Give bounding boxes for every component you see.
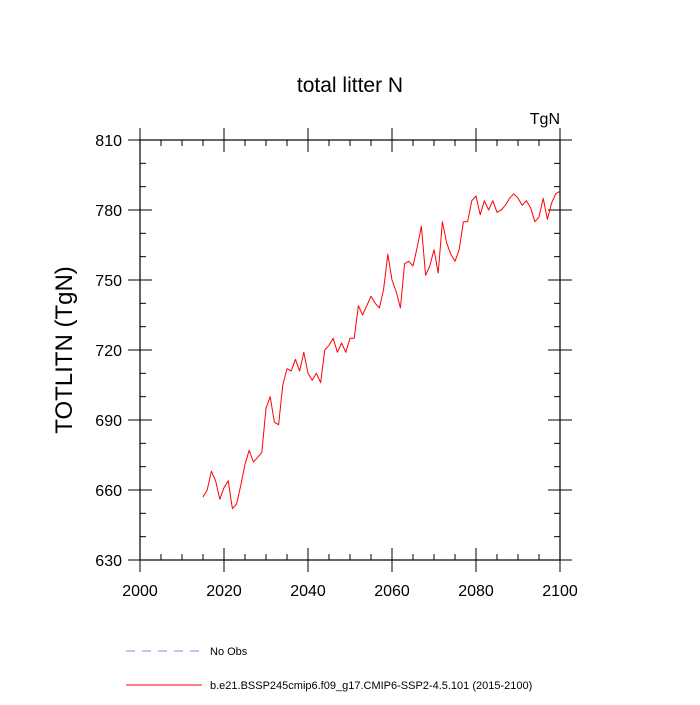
y-tick-label: 780 (95, 203, 122, 220)
major-ticks (128, 128, 572, 572)
minor-ticks (140, 140, 560, 560)
x-tick-label: 2080 (458, 583, 494, 600)
legend-no-obs-label: No Obs (210, 646, 248, 658)
y-tick-label: 630 (95, 553, 122, 570)
x-tick-label: 2100 (542, 583, 578, 600)
y-tick-label: 810 (95, 133, 122, 150)
y-tick-label: 750 (95, 273, 122, 290)
y-axis-label: TOTLITN (TgN) (51, 266, 78, 434)
legend: No Obs b.e21.BSSP245cmip6.f09_g17.CMIP6-… (126, 646, 532, 692)
y-tick-label: 720 (95, 343, 122, 360)
chart-units-label: TgN (530, 111, 560, 128)
x-tick-label: 2000 (122, 583, 158, 600)
chart-title: total litter N (297, 74, 403, 97)
tick-labels: 2000 2020 2040 2060 2080 2100 630 660 690 720 750 7… (95, 133, 578, 600)
legend-model-label: b.e21.BSSP245cmip6.f09_g17.CMIP6-SSP2-4.… (210, 680, 532, 692)
x-tick-label: 2040 (290, 583, 326, 600)
x-tick-label: 2060 (374, 583, 410, 600)
plot-frame (139, 139, 561, 561)
y-tick-label: 660 (95, 483, 122, 500)
x-tick-label: 2020 (206, 583, 242, 600)
y-tick-label: 690 (95, 413, 122, 430)
series-line (202, 190, 561, 510)
